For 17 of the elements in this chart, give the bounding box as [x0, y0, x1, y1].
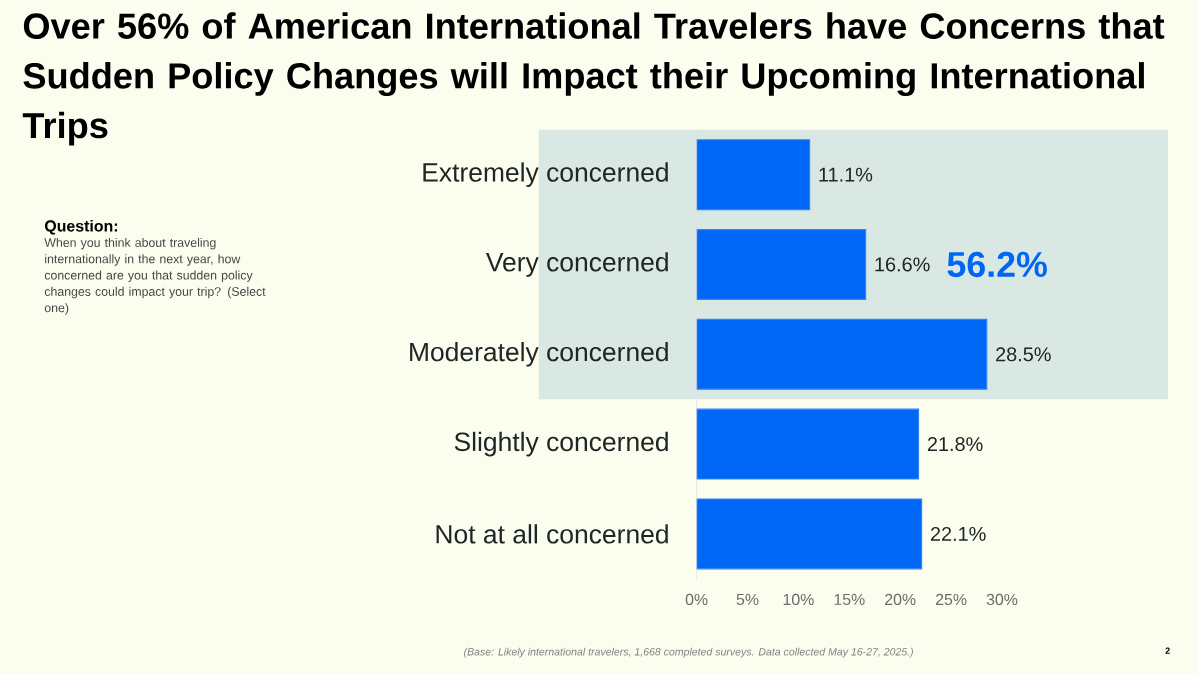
y-tick-label: Not at all concerned — [436, 523, 668, 544]
bar — [696, 318, 988, 390]
data-label: 16.6% — [875, 257, 930, 272]
data-label: 21.8% — [927, 436, 983, 451]
bar — [696, 228, 867, 300]
data-label: 11.1% — [819, 167, 873, 182]
chart-title: Over 56% of American International Travelers have Concerns that Sudden Policy Changes will Impact their Upcoming International Trips — [22, 12, 1165, 146]
bar — [696, 138, 811, 210]
y-tick-label: Extremely concerned — [423, 162, 668, 187]
y-tick-label: Slightly concerned — [454, 431, 668, 457]
y-tick-label: Very concerned — [485, 251, 668, 277]
y-tick-label: Moderately concerned — [410, 341, 668, 367]
bar — [696, 408, 920, 480]
data-label: 22.1% — [930, 526, 986, 541]
band-label: 56.2% — [947, 251, 1047, 277]
data-label: 28.5% — [996, 346, 1051, 361]
bar — [696, 498, 923, 570]
